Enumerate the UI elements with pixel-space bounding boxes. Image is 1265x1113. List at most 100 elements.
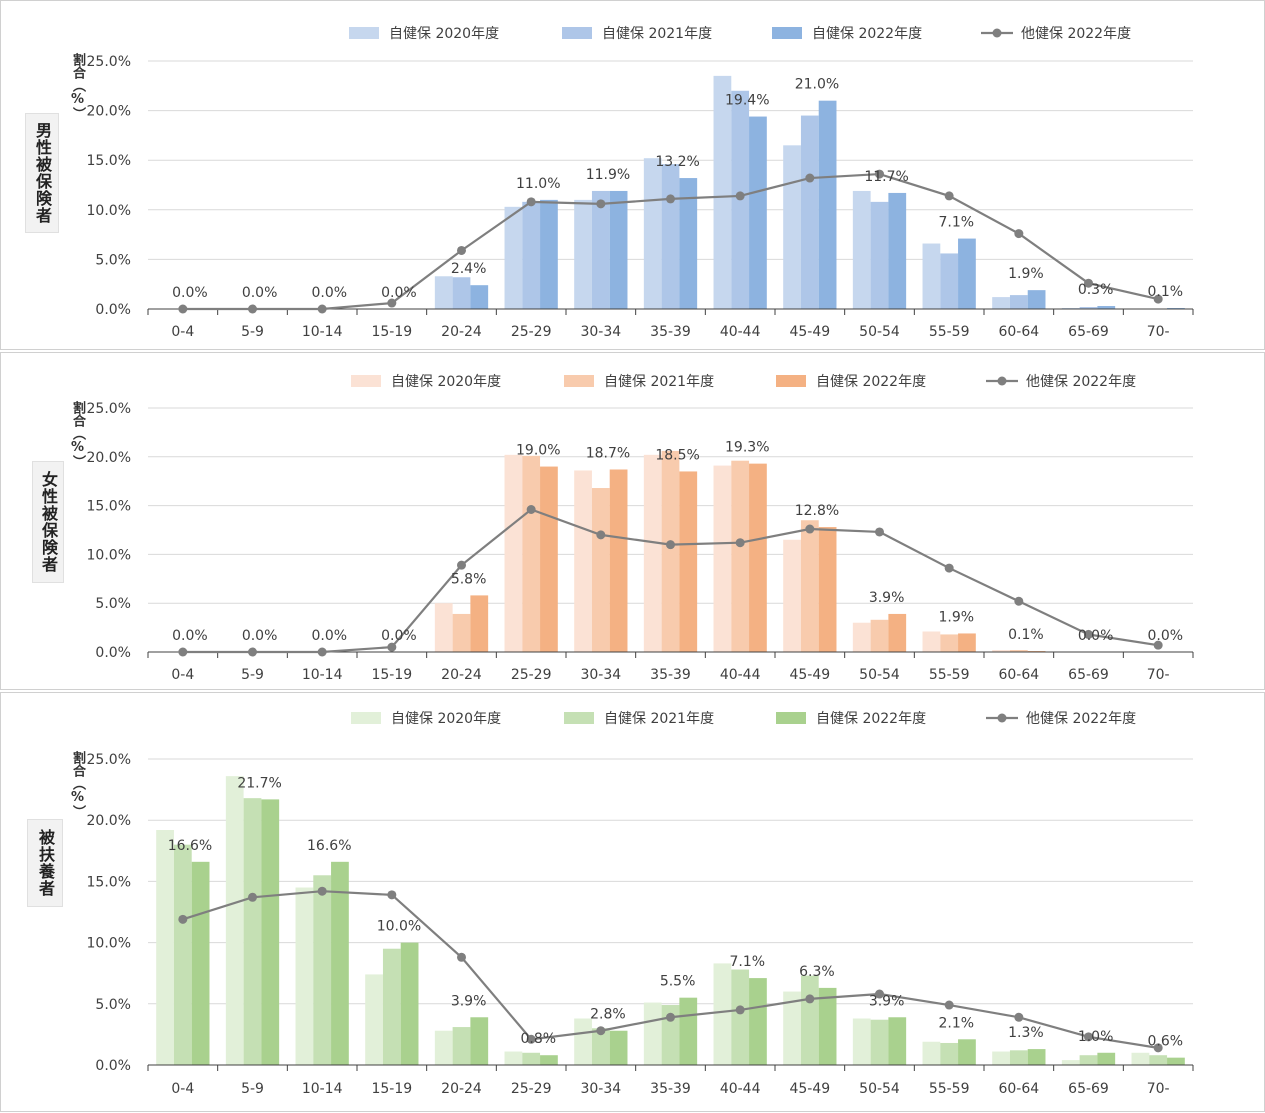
x-tick-label: 30-34 [580,324,621,340]
y-tick-label: 25.0% [87,54,131,70]
data-label: 0.8% [520,1031,556,1047]
bar [504,1051,523,1065]
legend-swatch [351,375,381,387]
x-tick-label: 0-4 [171,1081,194,1097]
line-point [457,245,466,255]
data-label: 21.0% [795,77,839,93]
bar [1167,1057,1185,1065]
bar [922,243,941,309]
bar [540,1055,558,1065]
bar [452,1027,471,1065]
line-point [944,1000,954,1010]
data-label: 18.7% [586,445,630,461]
bar [661,450,680,652]
x-tick-label: 15-19 [371,324,412,340]
bar [1009,650,1028,652]
line-point [596,199,606,209]
line-point [178,914,188,924]
legend-swatch [349,27,379,39]
bar [452,277,471,309]
data-label: 11.0% [516,176,560,192]
legend-label: 自健保 2022年度 [812,26,922,42]
bar [574,470,592,652]
line-point [666,194,675,204]
line-point [526,1034,536,1044]
bar [922,1041,941,1065]
x-tick-label: 10-14 [302,324,343,340]
data-label: 1.0% [1078,1029,1114,1045]
bar [992,650,1010,652]
x-tick-label: 60-64 [998,324,1039,340]
panel-label: 被扶養者 [27,819,63,907]
data-label: 12.8% [795,503,839,519]
data-label: 0.1% [1008,627,1044,643]
line-point [1153,1043,1163,1053]
data-label: 6.3% [799,964,835,980]
bar [661,164,680,309]
x-tick-label: 70- [1147,324,1170,340]
bar [852,622,871,652]
y-tick-label: 5.0% [95,252,131,268]
bar [261,799,280,1065]
bar [504,206,523,309]
line-point [387,890,397,900]
data-label: 0.0% [381,285,417,301]
bar [749,463,767,652]
bar [818,987,837,1065]
bar [1009,295,1028,309]
data-label: 18.5% [655,447,699,463]
data-label: 0.0% [172,285,208,301]
bar [888,192,907,309]
data-label: 5.8% [451,571,487,587]
bar [1061,1060,1080,1065]
y-tick-label: 20.0% [87,104,131,120]
x-tick-label: 35-39 [650,324,691,340]
line-point [387,298,397,308]
bar [922,631,941,652]
line-point [875,989,884,999]
line-point [875,169,884,179]
bar [958,238,976,309]
bar [609,1030,628,1065]
x-tick-label: 55-59 [929,1081,970,1097]
y-tick-label: 20.0% [87,813,131,829]
data-label: 19.3% [725,440,769,456]
bar [643,158,662,309]
x-tick-label: 65-69 [1068,667,1109,683]
legend-label: 自健保 2020年度 [389,26,499,42]
chart-panel-female-insured: 女性被保険者 割合（%） 0.0% 5.0% 10.0% 15.0% 20.0% 25.0… [0,352,1265,690]
data-label: 7.1% [938,215,974,231]
data-label: 16.6% [168,838,212,854]
bar [679,997,698,1065]
legend-swatch [776,375,806,387]
bar [365,974,383,1065]
y-tick-label: 15.0% [87,874,131,890]
legend-swatch [772,27,802,39]
line-point [666,1012,675,1022]
y-tick-label: 5.0% [95,997,131,1013]
y-tick-label: 5.0% [95,596,131,612]
line-point [596,1026,606,1036]
y-tick-label: 0.0% [95,1058,131,1074]
bar [504,454,523,652]
y-tick-label: 25.0% [87,752,131,768]
data-label: 0.0% [242,628,278,644]
bar [870,1019,889,1065]
data-label: 1.3% [1008,1025,1044,1041]
bar [888,613,907,652]
line-point [526,505,536,515]
data-label: 0.0% [242,285,278,301]
bar [574,199,592,309]
bar [800,975,819,1065]
x-tick-label: 20-24 [441,667,482,683]
bar [522,1052,541,1065]
bar [940,634,959,652]
bar [1079,1055,1098,1065]
bar [870,619,889,652]
legend-swatch [564,712,594,724]
bar [1027,1049,1046,1065]
line-point [248,304,257,314]
x-tick-label: 10-14 [302,1081,343,1097]
y-tick-label: 10.0% [87,547,131,563]
data-label: 0.0% [1078,628,1114,644]
